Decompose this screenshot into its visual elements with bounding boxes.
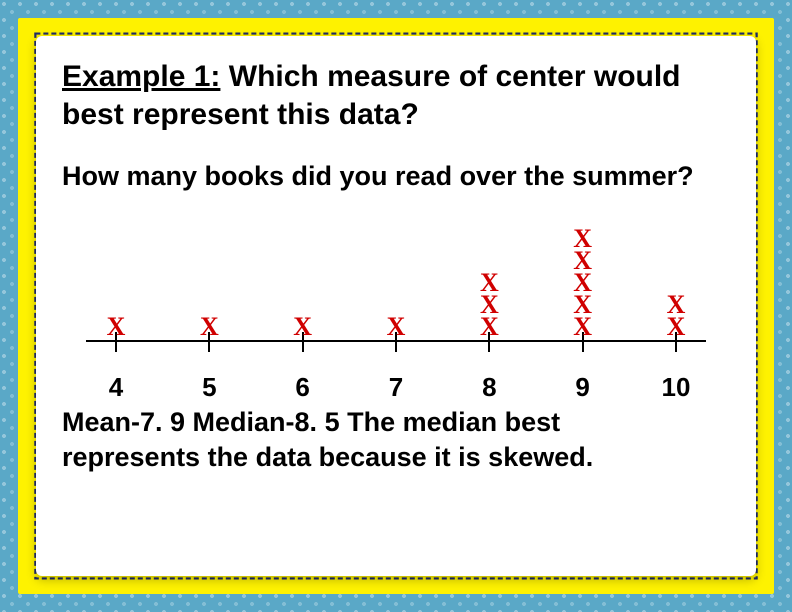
x-stack: XX [667,294,686,338]
axis-label: 4 [86,372,146,403]
x-marker: X [573,316,592,338]
axis-label: 7 [366,372,426,403]
x-stack: X [387,316,406,338]
yellow-frame: Example 1: Which measure of center would… [18,18,774,594]
summary-line-1: Mean-7. 9 Median-8. 5 The median best [62,407,560,437]
x-marker: X [480,316,499,338]
question-subtitle: How many books did you read over the sum… [62,161,730,192]
x-marker: X [667,316,686,338]
summary-text: Mean-7. 9 Median-8. 5 The median best re… [62,405,730,475]
axis-label: 5 [179,372,239,403]
summary-line-2: represents the data because it is skewed… [62,442,593,472]
example-title: Example 1: Which measure of center would… [62,58,730,133]
x-stack: X [107,316,126,338]
axis-label: 10 [646,372,706,403]
x-stack: XXX [480,272,499,338]
x-marker: X [107,316,126,338]
outer-background: Example 1: Which measure of center would… [0,0,792,612]
dot-plot: XXXXXXXXXXXXXX [86,204,706,364]
x-stack: XXXXX [573,228,592,338]
content-card: Example 1: Which measure of center would… [36,36,756,576]
axis-label: 9 [553,372,613,403]
x-marker: X [293,316,312,338]
x-stack: X [293,316,312,338]
x-marker: X [200,316,219,338]
x-marker: X [387,316,406,338]
x-stack: X [200,316,219,338]
axis-label: 8 [459,372,519,403]
axis-labels-row: 4 5 6 7 8 9 10 [86,372,706,403]
axis-label: 6 [273,372,333,403]
title-prefix: Example 1: [62,60,220,93]
